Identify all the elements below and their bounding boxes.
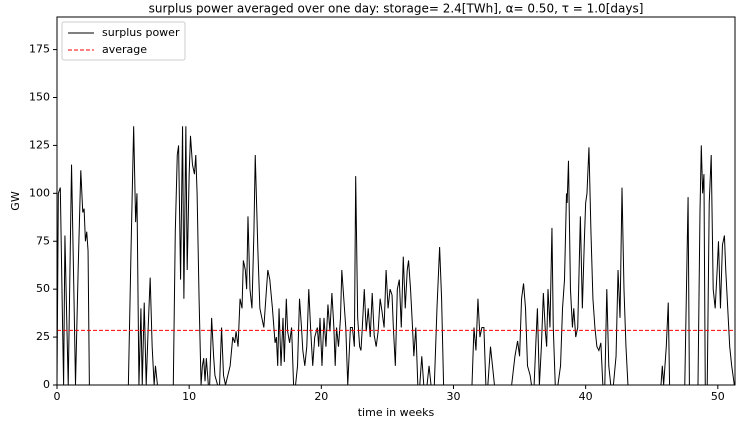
y-tick-label: 150 [29, 91, 50, 104]
x-tick-label: 20 [314, 390, 328, 403]
y-axis-label: GW [9, 191, 22, 211]
y-tick-label: 50 [36, 282, 50, 295]
y-tick-label: 75 [36, 234, 50, 247]
x-axis-label: time in weeks [358, 406, 435, 419]
x-tick-label: 10 [182, 390, 196, 403]
x-tick-label: 40 [579, 390, 593, 403]
legend-label: surplus power [102, 26, 180, 39]
legend-label: average [102, 43, 147, 56]
y-tick-label: 0 [43, 378, 50, 391]
x-tick-label: 50 [711, 390, 725, 403]
x-tick-label: 30 [446, 390, 460, 403]
y-tick-label: 25 [36, 330, 50, 343]
y-tick-label: 125 [29, 138, 50, 151]
y-tick-label: 100 [29, 186, 50, 199]
chart-title: surplus power averaged over one day: sto… [149, 2, 644, 16]
line-series [56, 126, 735, 386]
x-tick-label: 0 [54, 390, 61, 403]
y-tick-label: 175 [29, 43, 50, 56]
plot-frame [56, 16, 736, 386]
